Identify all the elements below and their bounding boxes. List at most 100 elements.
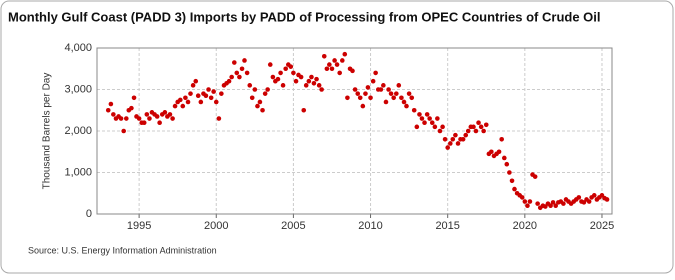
point bbox=[267, 62, 273, 67]
point bbox=[522, 199, 528, 204]
point bbox=[257, 99, 263, 105]
point bbox=[226, 78, 232, 84]
point bbox=[586, 199, 592, 204]
point bbox=[483, 122, 489, 128]
y-axis-label: Thousand Barrels per Day bbox=[42, 73, 53, 190]
point bbox=[496, 149, 502, 155]
point bbox=[604, 197, 610, 202]
point bbox=[211, 89, 216, 94]
point bbox=[183, 95, 188, 101]
point bbox=[481, 128, 486, 134]
point bbox=[334, 62, 340, 67]
point bbox=[332, 58, 337, 63]
point bbox=[108, 101, 114, 107]
x-tick-label: 2015 bbox=[435, 220, 459, 232]
point bbox=[314, 76, 319, 82]
point bbox=[195, 93, 201, 99]
point bbox=[193, 78, 199, 84]
point bbox=[489, 149, 494, 155]
point bbox=[419, 116, 425, 121]
point bbox=[396, 83, 402, 88]
point bbox=[301, 107, 307, 113]
y-tick-label: 2,000 bbox=[64, 125, 92, 137]
point bbox=[404, 103, 409, 109]
point bbox=[262, 91, 268, 96]
point bbox=[162, 110, 168, 115]
point bbox=[327, 62, 332, 67]
point bbox=[445, 145, 450, 150]
point bbox=[417, 112, 422, 117]
point bbox=[342, 51, 348, 57]
point bbox=[550, 200, 556, 205]
point bbox=[391, 95, 396, 101]
point bbox=[357, 95, 363, 101]
point bbox=[504, 161, 510, 167]
point bbox=[291, 70, 296, 76]
point bbox=[519, 195, 525, 200]
point bbox=[527, 199, 533, 204]
x-tick-label: 2000 bbox=[204, 220, 228, 232]
point bbox=[532, 174, 538, 179]
point bbox=[206, 87, 211, 92]
point bbox=[432, 124, 438, 130]
point bbox=[340, 58, 345, 63]
point bbox=[237, 74, 242, 80]
point bbox=[303, 83, 309, 88]
point bbox=[306, 78, 312, 84]
source: Source: U.S. Energy Information Administ… bbox=[28, 245, 217, 255]
point bbox=[131, 95, 137, 101]
point bbox=[548, 203, 553, 208]
point bbox=[455, 141, 461, 146]
point bbox=[157, 120, 162, 125]
point bbox=[383, 99, 389, 105]
point bbox=[129, 105, 134, 111]
point bbox=[311, 80, 317, 86]
point bbox=[437, 128, 443, 134]
point bbox=[172, 103, 178, 109]
point bbox=[121, 128, 126, 134]
point bbox=[576, 195, 582, 200]
point bbox=[386, 87, 391, 92]
point bbox=[244, 70, 250, 76]
x-tick-label: 1995 bbox=[127, 220, 151, 232]
point bbox=[422, 120, 427, 125]
point bbox=[502, 155, 507, 161]
y-tick-label: 0 bbox=[86, 208, 92, 220]
point bbox=[154, 114, 160, 119]
point bbox=[118, 116, 124, 121]
point bbox=[275, 76, 281, 82]
point bbox=[170, 116, 175, 121]
point bbox=[473, 128, 479, 134]
point bbox=[329, 66, 335, 72]
point bbox=[427, 116, 432, 121]
point bbox=[337, 70, 342, 76]
point bbox=[406, 91, 412, 96]
point bbox=[525, 203, 530, 208]
point bbox=[190, 83, 196, 88]
point bbox=[435, 116, 440, 121]
point bbox=[252, 87, 258, 92]
chart-title: Monthly Gulf Coast (PADD 3) Imports by P… bbox=[8, 9, 601, 24]
point bbox=[378, 87, 384, 92]
point bbox=[345, 95, 350, 101]
point bbox=[512, 186, 517, 192]
point bbox=[365, 85, 371, 90]
point bbox=[388, 91, 394, 96]
y-tick-label: 1,000 bbox=[64, 166, 92, 178]
point bbox=[355, 91, 361, 96]
point bbox=[147, 116, 152, 121]
point bbox=[178, 97, 183, 103]
point bbox=[216, 116, 222, 121]
point bbox=[144, 112, 150, 117]
point bbox=[324, 66, 330, 72]
point bbox=[111, 112, 116, 117]
point bbox=[381, 83, 386, 88]
point bbox=[124, 116, 129, 121]
point bbox=[293, 78, 299, 84]
point bbox=[476, 120, 481, 125]
point bbox=[247, 83, 253, 88]
point bbox=[105, 107, 111, 113]
point bbox=[499, 137, 504, 142]
point bbox=[198, 99, 204, 105]
